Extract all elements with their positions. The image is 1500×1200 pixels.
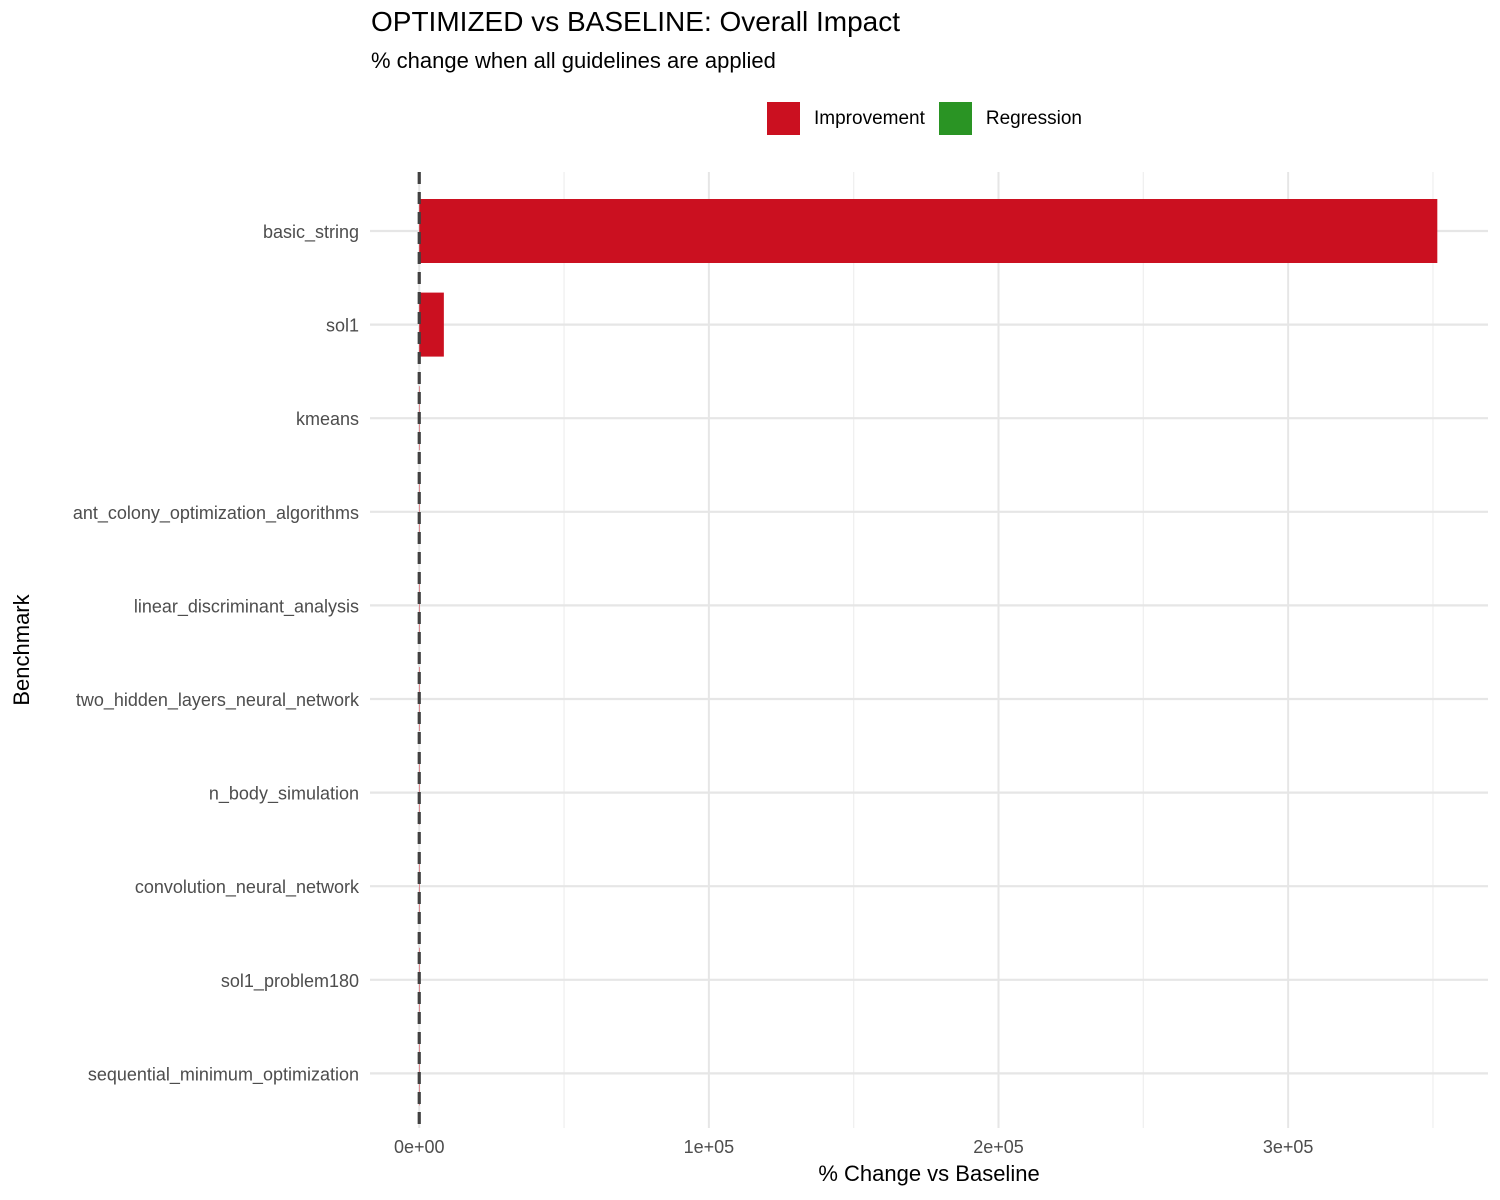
y-tick-label: convolution_neural_network xyxy=(135,877,360,898)
y-tick-label: basic_string xyxy=(263,222,359,243)
y-tick-label: kmeans xyxy=(296,409,359,429)
y-tick-label: ant_colony_optimization_algorithms xyxy=(73,503,359,524)
legend-item-regression: Regression xyxy=(938,102,1082,135)
legend-label-improvement: Improvement xyxy=(814,107,925,129)
legend-label-regression: Regression xyxy=(985,107,1082,129)
x-axis-title: % Change vs Baseline xyxy=(818,1161,1040,1186)
bar-sol1 xyxy=(419,292,444,357)
y-tick-label: linear_discriminant_analysis xyxy=(134,596,359,617)
legend-swatch-regression xyxy=(938,102,972,135)
legend-item-improvement: Improvement xyxy=(767,102,925,135)
x-tick-label: 3e+05 xyxy=(1263,1137,1314,1157)
bar-basic_string xyxy=(419,199,1438,263)
y-tick-label: n_body_simulation xyxy=(209,784,359,805)
chart-title: OPTIMIZED vs BASELINE: Overall Impact xyxy=(371,6,901,37)
legend-swatch-improvement xyxy=(767,102,800,135)
x-tick-label: 1e+05 xyxy=(684,1137,735,1157)
y-tick-label: sol1_problem180 xyxy=(221,971,359,992)
y-tick-label: sol1 xyxy=(326,316,359,336)
x-tick-label: 0e+00 xyxy=(394,1137,445,1157)
y-tick-label: two_hidden_layers_neural_network xyxy=(76,690,360,711)
y-axis-title: Benchmark xyxy=(9,594,34,706)
chart-subtitle: % change when all guidelines are applied xyxy=(371,48,776,73)
x-tick-label: 2e+05 xyxy=(973,1137,1024,1157)
legend: Improvement Regression xyxy=(767,102,1096,135)
y-tick-label: sequential_minimum_optimization xyxy=(88,1064,359,1085)
